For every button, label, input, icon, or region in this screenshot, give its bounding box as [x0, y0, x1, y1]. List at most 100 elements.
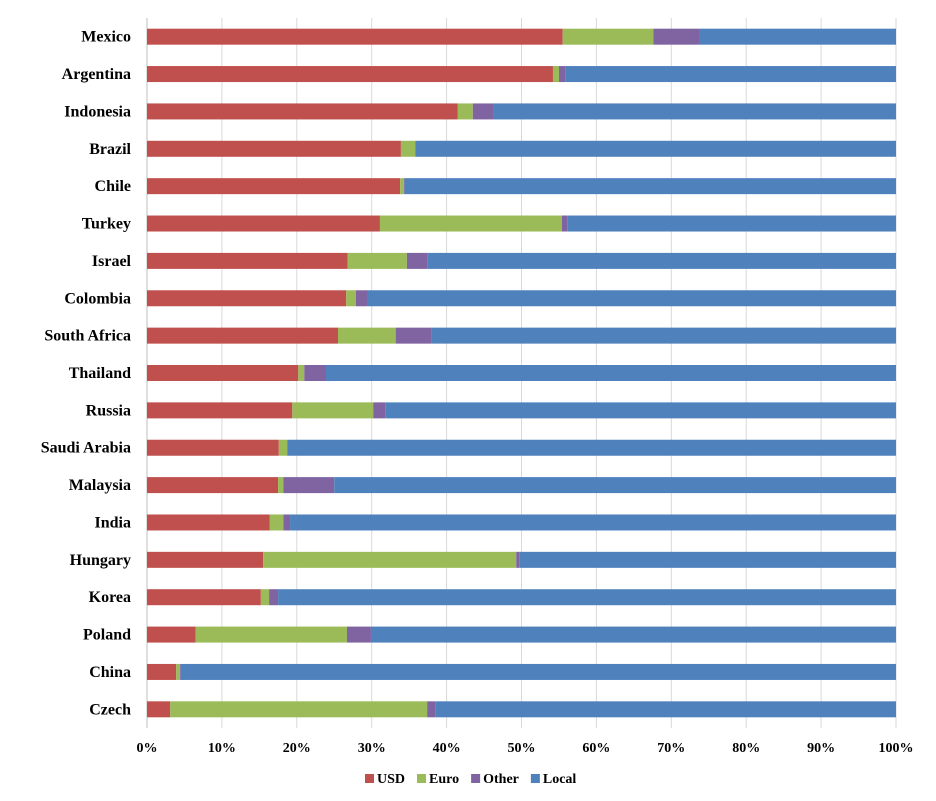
legend-swatch-other	[471, 774, 481, 783]
legend-label-usd: USD	[377, 772, 405, 787]
bar-euro-mexico	[562, 28, 654, 45]
bar-euro-korea	[260, 589, 270, 606]
bar-local-saudi-arabia	[287, 439, 896, 456]
category-label: Saudi Arabia	[41, 440, 131, 457]
x-tick-label: 0%	[137, 741, 158, 756]
bar-other-korea	[269, 589, 279, 606]
bar-euro-china	[176, 663, 180, 680]
bar-local-korea	[278, 589, 896, 606]
bar-euro-chile	[400, 178, 404, 195]
bar-euro-malaysia	[278, 477, 284, 494]
category-label: Thailand	[69, 365, 131, 382]
legend-label-local: Local	[543, 772, 577, 787]
bar-other-india	[283, 514, 291, 531]
bar-local-south-africa	[431, 327, 896, 344]
bar-usd-russia	[147, 402, 293, 419]
legend: USD Euro Other Local	[365, 772, 576, 787]
bar-local-thailand	[326, 365, 896, 381]
bar-local-argentina	[565, 66, 896, 83]
legend-swatch-usd	[365, 774, 374, 783]
category-label: Korea	[89, 589, 131, 606]
bar-other-mexico	[653, 28, 700, 45]
x-tick-label: 70%	[657, 741, 685, 756]
bar-local-poland	[370, 626, 896, 643]
bar-euro-czech	[170, 701, 428, 718]
legend-label-euro: Euro	[429, 772, 459, 787]
bar-usd-malaysia	[147, 477, 279, 494]
category-label: Israel	[92, 253, 132, 270]
bar-other-thailand	[304, 365, 327, 381]
bar-local-brazil	[415, 140, 896, 157]
bar-other-poland	[346, 626, 371, 643]
bar-local-chile	[404, 178, 896, 195]
legend-swatch-euro	[417, 774, 427, 783]
bar-euro-hungary	[263, 551, 517, 568]
category-label: Indonesia	[64, 103, 131, 120]
category-label: Turkey	[82, 216, 131, 233]
x-tick-label: 100%	[879, 741, 914, 756]
bar-euro-poland	[195, 626, 347, 643]
bar-usd-israel	[147, 252, 348, 269]
category-label: China	[89, 664, 131, 681]
bar-usd-hungary	[147, 551, 264, 568]
category-label: Brazil	[89, 141, 131, 158]
category-label: South Africa	[44, 328, 131, 345]
bar-euro-indonesia	[457, 103, 473, 120]
bar-usd-colombia	[147, 290, 347, 307]
x-tick-label: 50%	[508, 741, 536, 756]
bar-euro-thailand	[298, 365, 305, 381]
x-tick-label: 60%	[582, 741, 610, 756]
bars	[147, 28, 897, 718]
bar-usd-poland	[147, 626, 196, 643]
bar-other-south-africa	[395, 327, 432, 344]
category-label: India	[95, 514, 131, 531]
x-tick-label: 90%	[807, 741, 835, 756]
category-label: Russia	[86, 402, 131, 419]
bar-other-czech	[427, 701, 436, 718]
bar-euro-saudi-arabia	[278, 439, 288, 456]
bar-other-hungary	[516, 551, 520, 568]
bar-usd-thailand	[147, 365, 299, 381]
category-labels: Mexico Argentina Indonesia Brazil Chile Turke…	[41, 29, 132, 719]
bar-euro-india	[269, 514, 284, 531]
x-tick-label: 30%	[358, 741, 386, 756]
bar-euro-brazil	[400, 140, 416, 157]
bar-local-mexico	[699, 28, 896, 45]
bar-local-china	[180, 663, 896, 680]
bar-usd-turkey	[147, 215, 380, 232]
bar-euro-south-africa	[337, 327, 396, 344]
bar-usd-mexico	[147, 28, 563, 45]
category-label: Colombia	[64, 290, 131, 307]
bar-other-chile	[403, 178, 405, 195]
category-label: Mexico	[81, 29, 131, 46]
bar-local-czech	[435, 701, 896, 718]
bar-usd-chile	[147, 178, 401, 195]
bar-euro-colombia	[346, 290, 356, 307]
bar-local-israel	[427, 252, 896, 269]
bar-usd-czech	[147, 701, 171, 718]
bar-usd-china	[147, 663, 177, 680]
bar-usd-korea	[147, 589, 261, 606]
category-label: Malaysia	[69, 477, 131, 494]
bar-usd-india	[147, 514, 270, 531]
bar-usd-brazil	[147, 140, 401, 157]
bar-other-brazil	[415, 140, 416, 157]
category-label: Chile	[95, 178, 131, 195]
bar-usd-south-africa	[147, 327, 338, 344]
bar-euro-israel	[347, 252, 407, 269]
category-label: Poland	[83, 627, 131, 644]
bar-local-turkey	[567, 215, 896, 232]
legend-label-other: Other	[483, 772, 519, 787]
bar-local-colombia	[367, 290, 897, 307]
legend-swatch-local	[530, 774, 540, 783]
bar-other-indonesia	[472, 103, 494, 120]
x-tick-label: 10%	[208, 741, 236, 756]
category-label: Hungary	[70, 552, 131, 569]
bar-other-argentina	[558, 66, 566, 83]
bar-local-indonesia	[493, 103, 896, 120]
bar-other-turkey	[561, 215, 568, 232]
bar-euro-argentina	[552, 66, 559, 83]
x-tick-label: 20%	[283, 741, 311, 756]
category-label: Argentina	[62, 66, 131, 83]
